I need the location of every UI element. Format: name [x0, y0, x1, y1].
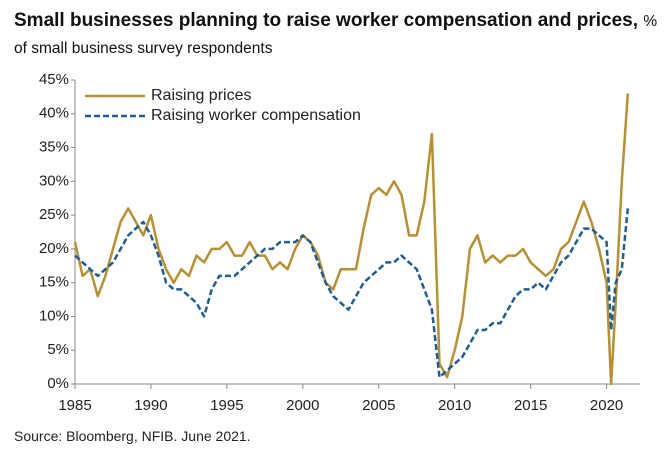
y-tick-label: 15% — [39, 274, 69, 291]
x-tick-label: 2015 — [514, 397, 547, 414]
legend-label: Raising worker compensation — [151, 107, 361, 124]
series-line — [74, 208, 630, 379]
x-tick-label: 2010 — [438, 397, 471, 414]
y-tick-label: 40% — [39, 105, 69, 122]
y-tick-label: 10% — [39, 307, 69, 324]
y-tick-label: 0% — [47, 375, 69, 392]
x-tick-label: 2020 — [590, 397, 623, 414]
y-tick-label: 5% — [47, 341, 69, 358]
y-tick-label: 20% — [39, 240, 69, 257]
x-tick-label: 2000 — [286, 397, 319, 414]
header: Small businesses planning to raise worke… — [14, 8, 664, 62]
x-tick-label: 1990 — [134, 397, 167, 414]
source-note: Source: Bloomberg, NFIB. June 2021. — [14, 428, 251, 444]
x-tick-label: 2005 — [362, 397, 395, 414]
y-tick-label: 25% — [39, 206, 69, 223]
y-tick-label: 30% — [39, 172, 69, 189]
chart-subtitle: % of small business survey respondents — [14, 13, 658, 57]
y-tick-label: 35% — [39, 139, 69, 156]
legend-label: Raising prices — [151, 87, 251, 104]
chart-title: Small businesses planning to raise worke… — [14, 10, 639, 31]
series-line — [73, 93, 630, 386]
y-tick-label: 45% — [39, 71, 69, 88]
x-tick-label: 1985 — [58, 397, 91, 414]
x-tick-label: 1995 — [210, 397, 243, 414]
